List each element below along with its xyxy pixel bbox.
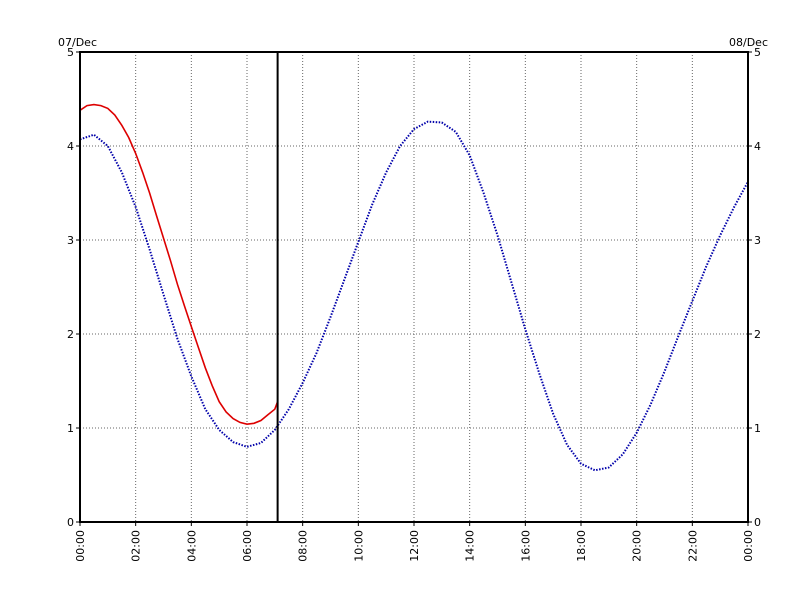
y-tick-label-right: 0: [754, 516, 761, 529]
x-tick-label: 16:00: [519, 530, 532, 562]
x-tick-label: 10:00: [352, 530, 365, 562]
series-layer: [79, 103, 749, 472]
y-tick-label-right: 5: [754, 46, 761, 59]
y-axis-left: 0 1 2 3 4 5: [67, 46, 80, 529]
x-tick-label: 08:00: [297, 530, 310, 562]
x-tick-label: 00:00: [74, 530, 87, 562]
y-tick-label-right: 3: [754, 234, 761, 247]
x-axis: 00:00 02:00 04:00 06:00 08:00 10:00 12:00 14:00…: [74, 522, 755, 562]
y-tick-label-right: 1: [754, 422, 761, 435]
date-label-left: 07/Dec: [58, 36, 97, 49]
x-tick-label: 02:00: [130, 530, 143, 562]
y-tick-label-left: 1: [67, 422, 74, 435]
y-axis-right: 0 1 2 3 4 5: [748, 46, 761, 529]
y-tick-label-left: 0: [67, 516, 74, 529]
y-tick-label-right: 4: [754, 140, 761, 153]
y-tick-label-right: 2: [754, 328, 761, 341]
y-tick-label-left: 2: [67, 328, 74, 341]
y-tick-label-left: 3: [67, 234, 74, 247]
x-tick-label: 00:00: [742, 530, 755, 562]
x-tick-label: 06:00: [241, 530, 254, 562]
x-tick-label: 20:00: [631, 530, 644, 562]
series-line-2: [79, 103, 279, 426]
x-tick-label: 04:00: [185, 530, 198, 562]
y-tick-label-left: 5: [67, 46, 74, 59]
x-tick-label: 22:00: [686, 530, 699, 562]
x-tick-label: 18:00: [575, 530, 588, 562]
x-tick-label: 14:00: [464, 530, 477, 562]
date-label-right: 08/Dec: [729, 36, 768, 49]
grid: [80, 52, 748, 522]
x-tick-label: 12:00: [408, 530, 421, 562]
y-tick-label-left: 4: [67, 140, 74, 153]
series-line-1: [79, 120, 749, 472]
